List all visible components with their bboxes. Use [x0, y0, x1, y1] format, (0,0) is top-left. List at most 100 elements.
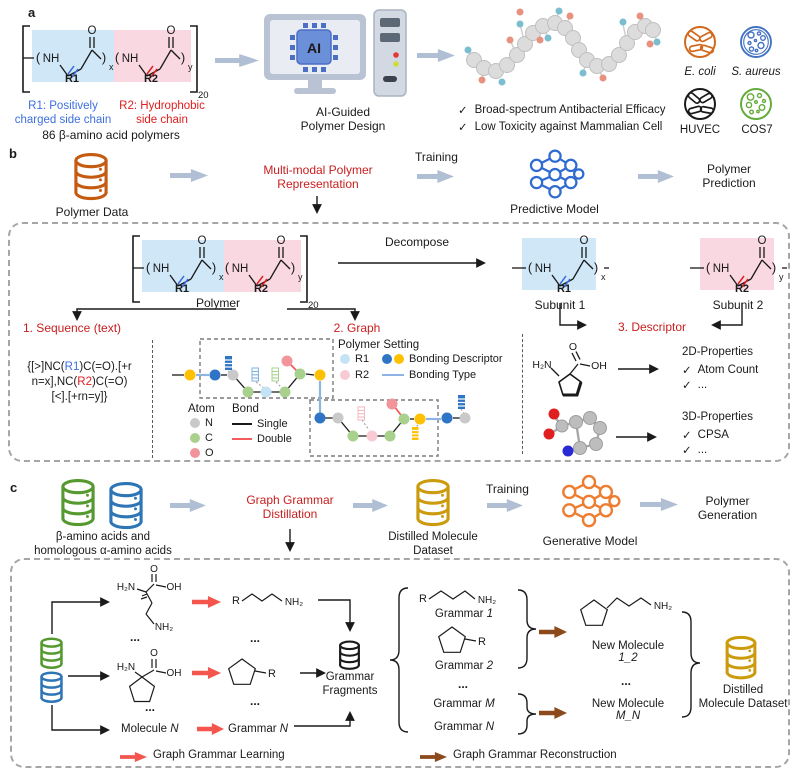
- molecule-n-label: Molecule N: [121, 723, 179, 735]
- svg-text:y: y: [779, 272, 784, 282]
- arrow-a2: [417, 49, 455, 62]
- beta-amino-acid-polymer-structure: 20 ( NH O R1 ) x ( NH O R2: [22, 25, 209, 101]
- fragment-r-propylamine: R NH₂: [232, 593, 303, 608]
- legend-learning-label: Graph Grammar Learning: [153, 749, 285, 761]
- svg-text:): ): [594, 260, 598, 275]
- svg-text:): ): [212, 260, 216, 275]
- svg-text:O: O: [277, 235, 286, 247]
- grammar-n-left-label: Grammar N: [228, 723, 289, 735]
- amino-acid-2d-structure: H₂N O OH: [532, 341, 607, 397]
- huvec-icon: [684, 88, 716, 120]
- bigsmiles-sequence-text: {[>]NC(R1)C(=O).[+r n=x],NC(R2)C(=O) [<]…: [27, 361, 132, 403]
- grammar2-label: Grammar 2: [434, 660, 494, 672]
- double-bond-icon: [232, 438, 252, 440]
- new-molecule-2-var: M_N: [615, 710, 641, 722]
- grammar1-structure: R NH₂: [419, 590, 496, 606]
- computer-tower-icon: [373, 9, 407, 97]
- polymer-setting-title: Polymer Setting: [338, 339, 420, 351]
- polymer-data-label: Polymer Data: [55, 205, 129, 219]
- n-atom-icon: [190, 418, 200, 428]
- grammar2-structure: R: [437, 626, 486, 653]
- ellipsis: ...: [250, 694, 261, 708]
- new-molecule-1-label: New Molecule: [591, 640, 665, 652]
- section-sequence-label: 1. Sequence (text): [22, 321, 122, 335]
- fragment-cyclopentane-r: R: [227, 658, 276, 685]
- r1-caption: R1: Positively charged side chain: [14, 100, 112, 126]
- svg-text:NH₂: NH₂: [285, 597, 303, 608]
- arrow-b3: [638, 170, 674, 183]
- svg-text:O: O: [150, 564, 158, 575]
- single-bond-icon: [232, 423, 252, 425]
- svg-text:(: (: [115, 50, 120, 65]
- predictive-model-label: Predictive Model: [510, 202, 599, 216]
- svg-text:H₂N: H₂N: [117, 582, 135, 593]
- cyclopentane-amino-acid-structure: H₂N O OH: [117, 648, 182, 703]
- panel-c-label: c: [10, 480, 18, 495]
- svg-text:R: R: [268, 668, 276, 680]
- svg-text:): ): [181, 50, 185, 65]
- svg-text:R2: R2: [735, 283, 749, 295]
- svg-text:R: R: [478, 636, 486, 648]
- amino-acids-caption: β-amino acids and homologous α-amino acid…: [34, 531, 172, 557]
- arrow-c4: [640, 498, 678, 511]
- arrow-c2: [353, 499, 388, 512]
- polymer-3d-helix-icon: [464, 7, 661, 86]
- grammar-fragments-label: Grammar Fragments: [322, 671, 378, 697]
- svg-text:R2: R2: [254, 283, 268, 295]
- decompose-label: Decompose: [385, 235, 450, 249]
- alpha-amino-acid-database-icon: [109, 482, 143, 530]
- check-icon: ✓: [682, 445, 692, 457]
- distilled-dataset-database-icon-2: [725, 635, 757, 680]
- panel-b-dashed-box: [8, 222, 790, 462]
- beta-lysine-structure: H₂N O OH NH₂: [117, 564, 182, 633]
- graph-grammar-distillation-label: Graph Grammar Distillation: [246, 493, 334, 522]
- ellipsis: ...: [458, 677, 469, 691]
- check-icon: ✓: [458, 105, 468, 117]
- legend-r2-row: R2: [340, 369, 369, 381]
- r1-node-icon: [340, 354, 350, 364]
- grammarM-label: Grammar M: [433, 698, 495, 710]
- svg-text:NH: NH: [122, 53, 139, 65]
- training-label-c: Training: [486, 482, 529, 496]
- check-row-2: ✓ Low Toxicity against Mammalian Cell: [458, 120, 662, 134]
- bond-single-row: Single: [232, 418, 288, 430]
- ellipsis: ...: [250, 631, 261, 645]
- legend-bonding-type-row: Bonding Type: [382, 369, 476, 381]
- props-3d-item1: ✓ CPSA: [682, 429, 729, 442]
- ai-guided-caption: AI-Guided Polymer Design: [300, 105, 386, 134]
- svg-text:R2: R2: [144, 73, 158, 85]
- predictive-model-icon: [529, 149, 585, 199]
- grammar1-label: Grammar 1: [434, 608, 494, 620]
- legend-reconstruction-arrow-icon: [420, 752, 447, 762]
- svg-text:OH: OH: [167, 582, 182, 593]
- svg-text:(: (: [146, 260, 151, 275]
- svg-text:O: O: [580, 235, 589, 247]
- svg-text:R: R: [419, 593, 427, 605]
- ai-computer-icon: AI: [264, 9, 407, 97]
- arrow-c3: [487, 499, 523, 512]
- svg-text:): ): [102, 50, 106, 65]
- bonding-type-line-icon: [382, 373, 404, 377]
- generative-model-label: Generative Model: [542, 534, 638, 548]
- section-descriptor-label: 3. Descriptor: [617, 320, 687, 334]
- r2-caption: R2: Hydrophobic side chain: [119, 100, 205, 126]
- svg-text:R: R: [232, 595, 240, 607]
- props-3d-title: 3D-Properties: [682, 411, 753, 423]
- cos7-label: COS7: [741, 124, 773, 136]
- distilled-dataset-caption-2: Distilled Molecule Dataset: [698, 684, 788, 710]
- ecoli-label: E. coli: [684, 66, 716, 78]
- svg-text:y: y: [298, 272, 303, 282]
- ellipsis: ...: [621, 674, 632, 688]
- svg-text:NH: NH: [153, 263, 170, 275]
- ellipsis: ...: [145, 700, 156, 714]
- svg-text:x: x: [109, 62, 114, 72]
- svg-text:O: O: [167, 25, 176, 37]
- svg-text:H₂N: H₂N: [117, 662, 135, 673]
- svg-text:NH: NH: [713, 263, 730, 275]
- props-2d-item1: ✓ Atom Count: [682, 364, 759, 377]
- panel-c-dashed-box: [10, 558, 790, 768]
- polymer-prediction-label: Polymer Prediction: [702, 162, 756, 191]
- svg-text:x: x: [601, 272, 606, 282]
- svg-text:O: O: [569, 341, 577, 353]
